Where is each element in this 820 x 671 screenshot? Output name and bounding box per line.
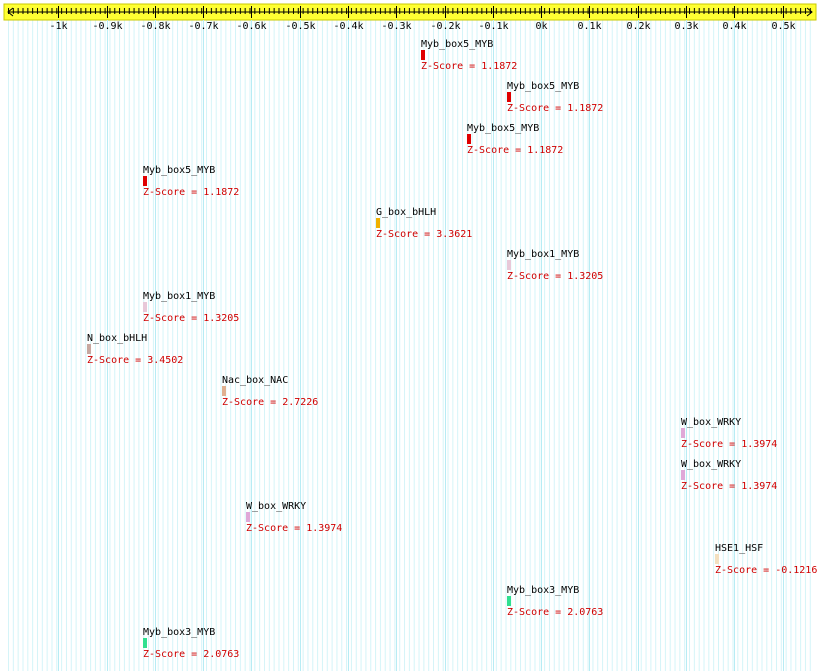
motif-bar [715,554,719,564]
z-score-label: Z-Score = 1.1872 [143,187,239,198]
x-tick-label: -0.8k [140,21,170,32]
x-tick-label: -0.5k [285,21,315,32]
motif-name: Myb_box5_MYB [421,39,493,50]
z-score-label: Z-Score = 2.0763 [507,607,603,618]
x-tick-label: -0.1k [478,21,508,32]
z-score-label: Z-Score = 3.4502 [87,355,183,366]
motif-bar [143,638,147,648]
motif-name: Myb_box3_MYB [143,627,215,638]
motif-name: Myb_box5_MYB [507,81,579,92]
motif-bar [507,260,511,270]
x-tick-label: -0.3k [381,21,411,32]
z-score-label: Z-Score = 1.1872 [467,145,563,156]
x-tick-label: 0k [535,21,547,32]
z-score-label: Z-Score = 1.3974 [681,439,777,450]
motif-bar [681,428,685,438]
z-score-label: Z-Score = 1.3205 [143,313,239,324]
x-tick-label: -1k [49,21,67,32]
x-tick-label: -0.7k [188,21,218,32]
z-score-label: Z-Score = -0.1216 [715,565,817,576]
z-score-label: Z-Score = 2.0763 [143,649,239,660]
motif-name: Myb_box3_MYB [507,585,579,596]
ruler-arrow-left [7,7,14,17]
motif-name: Myb_box5_MYB [467,123,539,134]
motif-name: G_box_bHLH [376,207,436,218]
x-tick-label: -0.4k [333,21,363,32]
z-score-label: Z-Score = 1.1872 [421,61,517,72]
motif-name: W_box_WRKY [681,417,741,428]
x-tick-label: 0.5k [771,21,795,32]
motif-bar [87,344,91,354]
motif-name: HSE1_HSF [715,543,763,554]
motif-name: W_box_WRKY [681,459,741,470]
x-tick-label: 0.2k [626,21,650,32]
z-score-label: Z-Score = 1.3974 [681,481,777,492]
z-score-label: Z-Score = 1.3205 [507,271,603,282]
motif-bar [467,134,471,144]
motif-bar [507,596,511,606]
z-score-label: Z-Score = 3.3621 [376,229,472,240]
x-tick-label: -0.9k [92,21,122,32]
motif-bar [376,218,380,228]
motif-bar [421,50,425,60]
motif-name: Myb_box5_MYB [143,165,215,176]
z-score-label: Z-Score = 2.7226 [222,397,318,408]
x-tick-label: -0.2k [430,21,460,32]
motif-bar [246,512,250,522]
ruler-arrow-right [806,7,813,17]
motif-bar [681,470,685,480]
z-score-label: Z-Score = 1.1872 [507,103,603,114]
motif-bar [222,386,226,396]
motif-bar [507,92,511,102]
motif-bar [143,176,147,186]
motif-bar [143,302,147,312]
minor-grid [8,20,812,671]
x-tick-label: 0.3k [674,21,698,32]
motif-name: W_box_WRKY [246,501,306,512]
motif-name: N_box_bHLH [87,333,147,344]
x-tick-label: 0.1k [577,21,601,32]
x-tick-label: 0.4k [722,21,746,32]
motif-name: Nac_box_NAC [222,375,288,386]
z-score-label: Z-Score = 1.3974 [246,523,342,534]
motif-name: Myb_box1_MYB [507,249,579,260]
motif-name: Myb_box1_MYB [143,291,215,302]
x-tick-label: -0.6k [236,21,266,32]
